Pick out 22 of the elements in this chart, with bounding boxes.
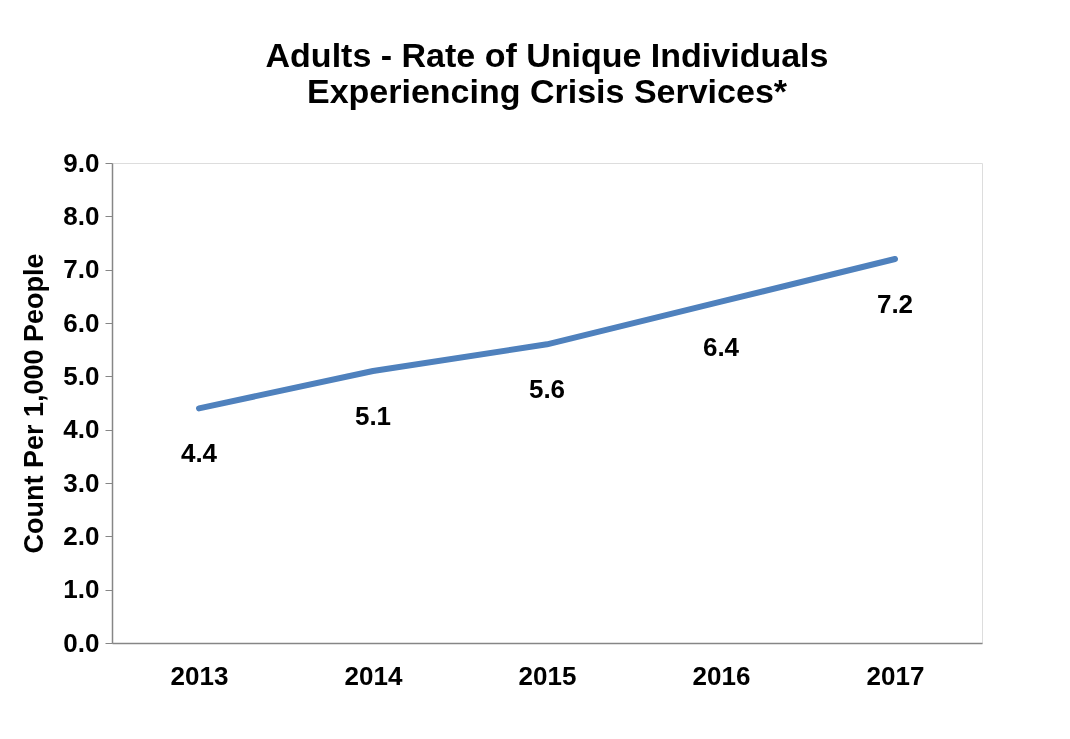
x-tick-label: 2017 bbox=[866, 660, 925, 691]
x-tick-label: 2013 bbox=[170, 660, 229, 691]
x-tick-label: 2016 bbox=[692, 660, 751, 691]
text: Adults - Rate of Unique Individuals bbox=[265, 36, 829, 74]
y-tick-label: 9.0 bbox=[63, 147, 100, 178]
y-tick-label: 4.0 bbox=[63, 414, 100, 445]
data-label: 5.1 bbox=[354, 401, 392, 431]
y-tick-label: 2.0 bbox=[63, 520, 100, 551]
data-label: 4.4 bbox=[180, 438, 218, 469]
y-tick-label: 0.0 bbox=[63, 627, 100, 658]
y-tick-label: 7.0 bbox=[63, 254, 100, 285]
y-tick-label: 8.0 bbox=[63, 200, 100, 231]
data-label: 7.2 bbox=[876, 289, 914, 319]
x-tick-label: 2015 bbox=[518, 660, 577, 691]
data-label: 6.4 bbox=[702, 331, 740, 362]
x-tick-label: 2014 bbox=[344, 660, 403, 691]
y-axis-title: Count Per 1,000 People bbox=[19, 253, 50, 554]
y-tick-label: 3.0 bbox=[63, 467, 100, 498]
y-tick-label: 1.0 bbox=[63, 574, 100, 605]
data-label: 5.6 bbox=[528, 374, 566, 405]
y-tick-label: 5.0 bbox=[63, 360, 100, 391]
y-tick-label: 6.0 bbox=[63, 307, 100, 338]
